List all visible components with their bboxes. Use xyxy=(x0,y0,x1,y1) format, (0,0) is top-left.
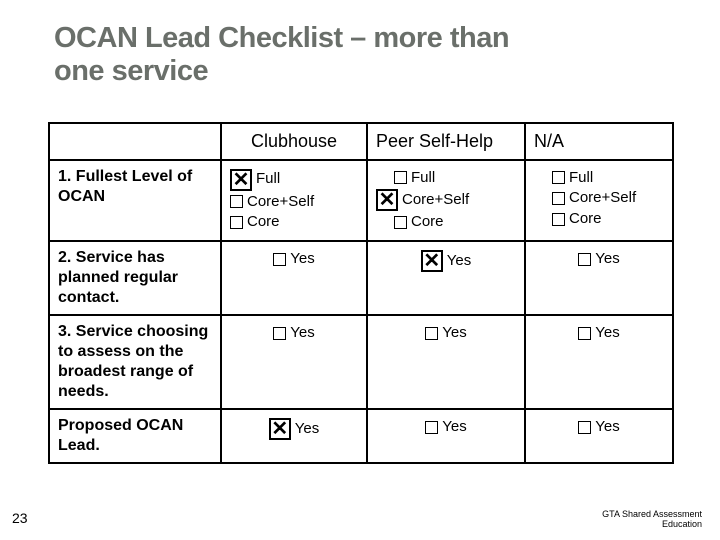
checkbox-icon xyxy=(394,216,407,229)
row-3-na: Yes xyxy=(525,315,673,409)
footer-attribution: GTA Shared AssessmentEducation xyxy=(602,510,702,530)
checkbox-icon: ✕ xyxy=(421,250,443,272)
checkbox-icon: ✕ xyxy=(376,189,398,211)
checkbox-icon xyxy=(578,421,591,434)
header-clubhouse: Clubhouse xyxy=(221,123,367,160)
row-2-na: Yes xyxy=(525,241,673,315)
row-2-clubhouse: Yes xyxy=(221,241,367,315)
row-3-peer: Yes xyxy=(367,315,525,409)
checkbox-icon: ✕ xyxy=(269,418,291,440)
page-number: 23 xyxy=(12,510,28,526)
row-2-peer: ✕ Yes xyxy=(367,241,525,315)
checkbox-icon xyxy=(273,253,286,266)
row-2: 2. Service has planned regular contact. … xyxy=(49,241,673,315)
header-row: Clubhouse Peer Self-Help N/A xyxy=(49,123,673,160)
header-blank xyxy=(49,123,221,160)
row-1-peer: Full ✕ Core+Self Core xyxy=(367,160,525,242)
checkbox-icon xyxy=(552,171,565,184)
header-na: N/A xyxy=(525,123,673,160)
checkbox-icon xyxy=(273,327,286,340)
checkbox-icon xyxy=(578,327,591,340)
row-4-clubhouse: ✕Yes xyxy=(221,409,367,463)
checkbox-icon xyxy=(425,421,438,434)
row-3: 3. Service choosing to assess on the bro… xyxy=(49,315,673,409)
checkbox-icon xyxy=(394,171,407,184)
row-4-na: Yes xyxy=(525,409,673,463)
row-4: Proposed OCAN Lead. ✕Yes Yes Yes xyxy=(49,409,673,463)
row-4-label: Proposed OCAN Lead. xyxy=(49,409,221,463)
row-3-label: 3. Service choosing to assess on the bro… xyxy=(49,315,221,409)
header-peer: Peer Self-Help xyxy=(367,123,525,160)
row-1: 1. Fullest Level of OCAN ✕ Full Core+Sel… xyxy=(49,160,673,242)
checkbox-icon xyxy=(552,192,565,205)
row-4-peer: Yes xyxy=(367,409,525,463)
row-1-clubhouse: ✕ Full Core+Self Core xyxy=(221,160,367,242)
row-1-label: 1. Fullest Level of OCAN xyxy=(49,160,221,242)
checkbox-icon xyxy=(578,253,591,266)
row-3-clubhouse: Yes xyxy=(221,315,367,409)
checkbox-icon xyxy=(230,195,243,208)
checkbox-icon xyxy=(230,216,243,229)
checkbox-icon: ✕ xyxy=(230,169,252,191)
checkbox-icon xyxy=(552,213,565,226)
checkbox-icon xyxy=(425,327,438,340)
row-2-label: 2. Service has planned regular contact. xyxy=(49,241,221,315)
checklist-table: Clubhouse Peer Self-Help N/A 1. Fullest … xyxy=(48,122,674,464)
slide-title: OCAN Lead Checklist – more than one serv… xyxy=(54,22,509,89)
row-1-na: Full Core+Self Core xyxy=(525,160,673,242)
